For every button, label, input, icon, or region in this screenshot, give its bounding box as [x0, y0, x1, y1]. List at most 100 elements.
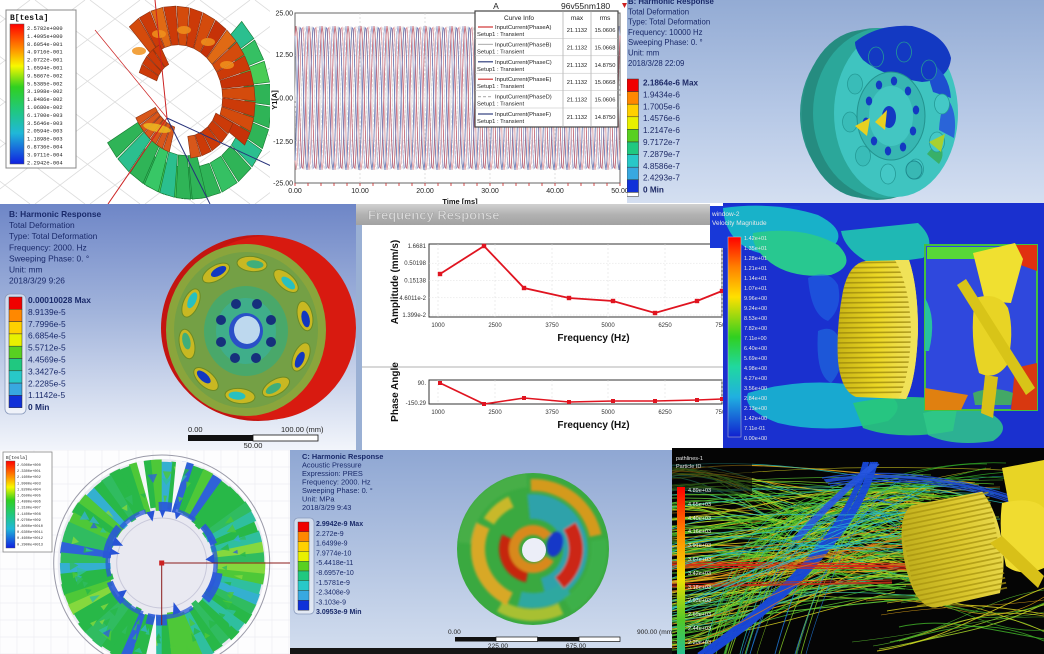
- svg-text:2018/3/28 22:09: 2018/3/28 22:09: [628, 59, 684, 68]
- svg-text:2.4293e-7: 2.4293e-7: [643, 174, 680, 183]
- svg-text:1000: 1000: [431, 410, 445, 416]
- svg-text:1.1400e+008: 1.1400e+008: [17, 513, 41, 517]
- svg-text:4.65e+03: 4.65e+03: [688, 502, 711, 508]
- svg-text:1.8486e-002: 1.8486e-002: [27, 97, 63, 103]
- svg-text:7500: 7500: [715, 323, 723, 329]
- svg-text:3.3427e-5: 3.3427e-5: [28, 366, 66, 376]
- svg-text:40.00: 40.00: [546, 188, 564, 195]
- svg-text:4.8586e-7: 4.8586e-7: [643, 162, 680, 171]
- svg-text:0 Min: 0 Min: [643, 186, 664, 195]
- svg-text:21.1132: 21.1132: [567, 45, 588, 51]
- svg-text:9.7172e-7: 9.7172e-7: [643, 138, 680, 147]
- svg-text:Unit: mm: Unit: mm: [9, 265, 43, 275]
- svg-text:pathlines-1: pathlines-1: [676, 456, 703, 462]
- svg-text:1.6594e-001: 1.6594e-001: [27, 66, 63, 72]
- svg-text:675.00: 675.00: [566, 643, 587, 650]
- svg-text:100.00 (mm): 100.00 (mm): [281, 425, 324, 434]
- svg-text:0.6300e+0011: 0.6300e+0011: [17, 531, 43, 535]
- svg-text:4.16e+03: 4.16e+03: [688, 529, 711, 535]
- svg-text:21.1132: 21.1132: [567, 98, 588, 104]
- svg-text:Setup1 : Transient: Setup1 : Transient: [477, 49, 524, 55]
- svg-text:30.00: 30.00: [481, 188, 499, 195]
- svg-text:0.15138: 0.15138: [404, 279, 426, 285]
- svg-text:2018/3/29 9:26: 2018/3/29 9:26: [9, 276, 65, 286]
- svg-text:7.11e-01: 7.11e-01: [744, 426, 765, 432]
- svg-text:5.69e+00: 5.69e+00: [744, 356, 767, 362]
- svg-text:4.98e+00: 4.98e+00: [744, 366, 767, 372]
- svg-text:InputCurrent(PhaseC): InputCurrent(PhaseC): [495, 60, 552, 66]
- svg-text:Setup1 : Transient: Setup1 : Transient: [477, 102, 524, 108]
- svg-text:0.9700e+009: 0.9700e+009: [17, 519, 41, 523]
- svg-text:InputCurrent(PhaseF): InputCurrent(PhaseF): [495, 112, 551, 118]
- svg-text:3.1998e-002: 3.1998e-002: [27, 89, 63, 95]
- svg-text:Curve Info: Curve Info: [504, 15, 534, 22]
- svg-text:0.00010028 Max: 0.00010028 Max: [28, 295, 91, 305]
- svg-text:Type: Total Deformation: Type: Total Deformation: [9, 231, 98, 241]
- svg-text:7.7996e-5: 7.7996e-5: [28, 319, 66, 329]
- svg-text:1.6499e-9: 1.6499e-9: [316, 541, 348, 548]
- svg-text:1.07e+01: 1.07e+01: [744, 286, 767, 292]
- svg-text:90.: 90.: [418, 381, 427, 387]
- svg-text:A: A: [493, 1, 499, 11]
- svg-text:6.40e+00: 6.40e+00: [744, 346, 767, 352]
- svg-text:15.0668: 15.0668: [595, 80, 616, 86]
- svg-text:2500: 2500: [488, 410, 502, 416]
- svg-text:max: max: [571, 15, 584, 22]
- svg-text:Expression: PRES: Expression: PRES: [302, 469, 363, 478]
- svg-text:Amplitude (mm/s): Amplitude (mm/s): [390, 240, 401, 324]
- svg-text:5.5385e-002: 5.5385e-002: [27, 81, 63, 87]
- svg-text:1.21e+01: 1.21e+01: [744, 266, 767, 272]
- svg-text:Sweeping Phase: 0. °: Sweeping Phase: 0. °: [302, 486, 373, 495]
- svg-text:1.1142e-5: 1.1142e-5: [28, 390, 65, 400]
- svg-text:21.1132: 21.1132: [567, 63, 588, 69]
- svg-text:2.272e-9: 2.272e-9: [316, 531, 344, 538]
- svg-text:9.24e+00: 9.24e+00: [744, 306, 767, 312]
- svg-text:Velocity Magnitude: Velocity Magnitude: [712, 220, 767, 227]
- svg-text:C: Harmonic Response: C: Harmonic Response: [302, 452, 383, 461]
- svg-text:14.8750: 14.8750: [595, 63, 616, 69]
- svg-text:-3.103e-9: -3.103e-9: [316, 599, 346, 606]
- svg-text:-12.50: -12.50: [273, 139, 293, 146]
- svg-text:1.1898e-003: 1.1898e-003: [27, 137, 63, 143]
- svg-text:InputCurrent(PhaseA): InputCurrent(PhaseA): [495, 25, 551, 31]
- svg-text:Phase Angle: Phase Angle: [390, 362, 401, 422]
- svg-text:-25.00: -25.00: [273, 181, 293, 188]
- svg-text:2.5000e+000: 2.5000e+000: [17, 464, 41, 468]
- svg-text:2.0722e-001: 2.0722e-001: [27, 58, 63, 64]
- svg-text:5000: 5000: [601, 410, 615, 416]
- svg-text:Frequency (Hz): Frequency (Hz): [557, 333, 629, 344]
- svg-text:0.00: 0.00: [188, 425, 203, 434]
- svg-text:0 Min: 0 Min: [28, 402, 49, 412]
- svg-text:-150.29: -150.29: [406, 401, 427, 407]
- svg-text:6.8736e-004: 6.8736e-004: [27, 145, 63, 151]
- svg-text:2.20e+03: 2.20e+03: [688, 640, 711, 646]
- svg-text:3.0953e-9 Min: 3.0953e-9 Min: [316, 609, 362, 616]
- svg-text:8.6054e-001: 8.6054e-001: [27, 42, 63, 48]
- svg-text:0.00: 0.00: [288, 188, 302, 195]
- svg-text:3750: 3750: [545, 410, 559, 416]
- svg-text:1.42e+01: 1.42e+01: [744, 236, 767, 242]
- svg-text:Sweeping Phase: 0. °: Sweeping Phase: 0. °: [628, 38, 703, 47]
- svg-text:96v55nm180: 96v55nm180: [561, 1, 610, 11]
- svg-text:0.8000e+0010: 0.8000e+0010: [17, 525, 43, 529]
- svg-text:InputCurrent(PhaseE): InputCurrent(PhaseE): [495, 77, 551, 83]
- svg-text:2.13e+00: 2.13e+00: [744, 406, 767, 412]
- svg-text:1.2147e-6: 1.2147e-6: [643, 126, 680, 135]
- svg-text:InputCurrent(PhaseD): InputCurrent(PhaseD): [495, 95, 552, 101]
- svg-text:Frequency: 2000. Hz: Frequency: 2000. Hz: [302, 478, 371, 487]
- svg-text:6.1700e-003: 6.1700e-003: [27, 113, 63, 119]
- svg-text:B[tesla]: B[tesla]: [10, 14, 48, 23]
- svg-text:10.00: 10.00: [351, 188, 369, 195]
- svg-text:-8.6957e-10: -8.6957e-10: [316, 570, 354, 577]
- svg-text:4.89e+03: 4.89e+03: [688, 488, 711, 494]
- svg-text:900.00 (mm): 900.00 (mm): [637, 629, 672, 636]
- svg-text:Time [ms]: Time [ms]: [442, 197, 478, 204]
- svg-text:2.2285e-5: 2.2285e-5: [28, 378, 66, 388]
- svg-text:7.9774e-10: 7.9774e-10: [316, 550, 352, 557]
- svg-text:2.9942e-9 Max: 2.9942e-9 Max: [316, 521, 363, 528]
- svg-text:6250: 6250: [658, 323, 672, 329]
- svg-text:1.14e+01: 1.14e+01: [744, 276, 767, 282]
- svg-text:-1.5781e-9: -1.5781e-9: [316, 580, 350, 587]
- svg-text:0.2900e+0013: 0.2900e+0013: [17, 543, 43, 547]
- svg-text:8.9139e-5: 8.9139e-5: [28, 307, 66, 317]
